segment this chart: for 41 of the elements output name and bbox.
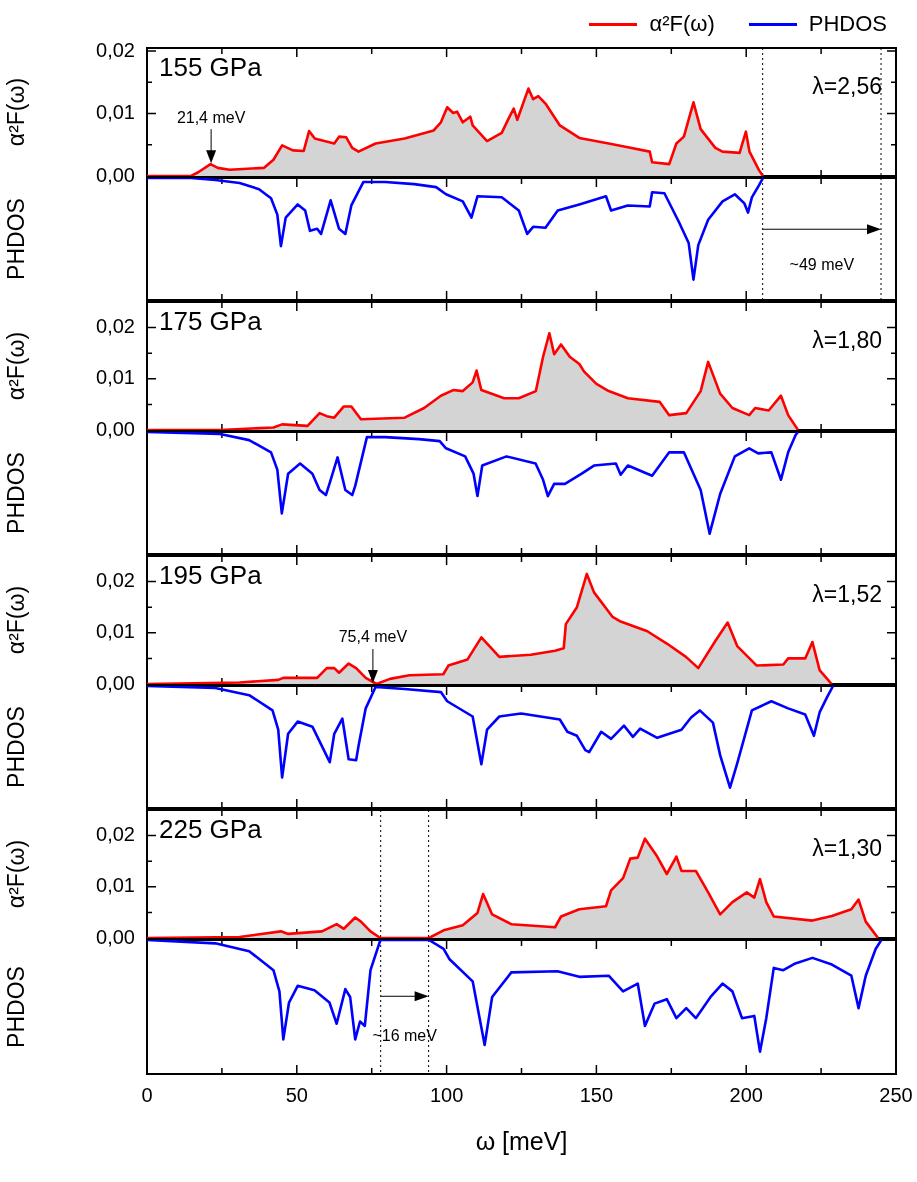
y-axis-title: PHDOS: [3, 198, 30, 280]
annotation: 195 GPa: [159, 560, 263, 591]
y-tick-label: 0,01: [96, 101, 135, 124]
y-axis-title: PHDOS: [3, 966, 30, 1048]
annotation: 175 GPa: [159, 306, 263, 337]
x-tick-label: 0: [141, 1083, 153, 1106]
annotation: 75,4 meV: [338, 628, 408, 646]
x-axis-title: ω [meV]: [475, 1126, 568, 1155]
legend-label: PHDOS: [808, 11, 887, 37]
annotation: λ=2,56: [812, 72, 882, 99]
annotation: ~16 meV: [372, 1026, 438, 1044]
y-axis-title: α²F(ω): [3, 839, 30, 909]
x-tick-label: 250: [879, 1083, 913, 1106]
annotation: 155 GPa: [159, 52, 263, 83]
y-tick-label: 0,02: [96, 569, 135, 592]
annotation: 21,4 meV: [176, 108, 246, 126]
y-tick-label: 0,01: [96, 620, 135, 643]
y-tick-label: 0,02: [96, 823, 135, 846]
y-tick-label: 0,02: [96, 38, 135, 61]
y-axis-title: PHDOS: [3, 706, 30, 788]
legend-label: α²F(ω): [649, 11, 715, 37]
y-tick-label: 0,02: [96, 315, 135, 338]
y-axis-title: PHDOS: [3, 452, 30, 534]
annotation: λ=1,80: [812, 326, 882, 353]
y-tick-label: 0,00: [96, 671, 135, 694]
annotation: λ=1,30: [812, 834, 882, 861]
x-tick-label: 150: [579, 1083, 614, 1106]
annotation: 225 GPa: [159, 814, 263, 845]
y-axis-title: α²F(ω): [3, 331, 30, 401]
y-tick-label: 0,00: [96, 163, 135, 186]
x-tick-label: 200: [729, 1083, 763, 1106]
x-tick-label: 100: [429, 1083, 464, 1106]
y-tick-label: 0,00: [96, 925, 135, 948]
annotation: λ=1,52: [812, 580, 882, 607]
y-tick-label: 0,01: [96, 874, 135, 897]
y-axis-title: α²F(ω): [3, 77, 30, 147]
y-axis-title: α²F(ω): [3, 585, 30, 655]
y-tick-label: 0,00: [96, 417, 135, 440]
x-tick-label: 50: [285, 1083, 308, 1106]
annotation: ~49 meV: [789, 256, 855, 274]
y-tick-label: 0,01: [96, 366, 135, 389]
